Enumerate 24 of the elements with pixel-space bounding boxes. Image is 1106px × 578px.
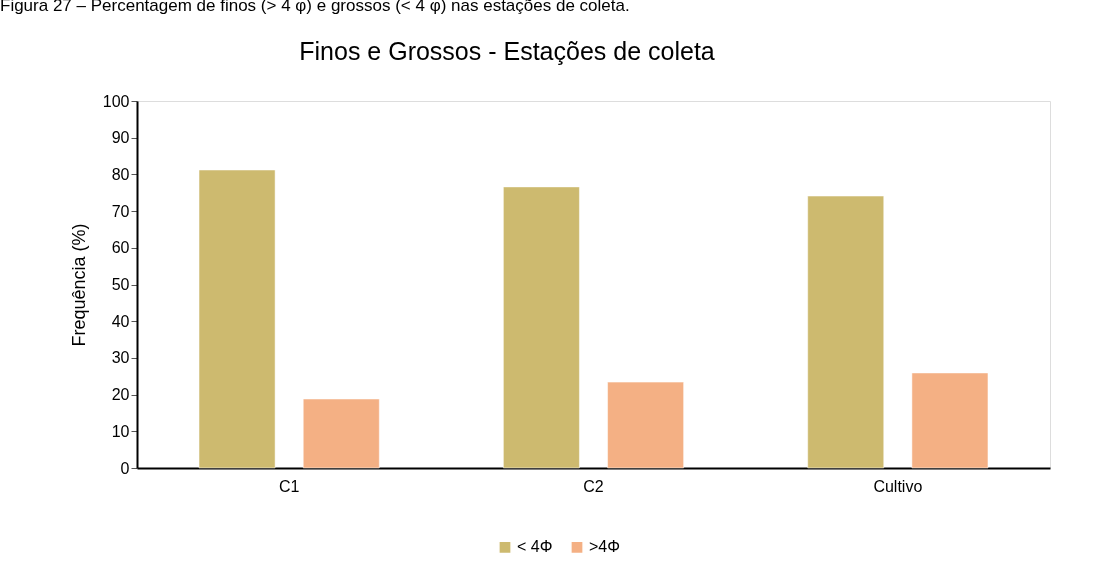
chart-title: Finos e Grossos - Estações de coleta (299, 37, 715, 65)
y-tick-label: 90 (111, 129, 130, 147)
y-tick-label: 40 (111, 312, 130, 330)
bar (302, 398, 380, 469)
y-tick-label: 100 (102, 92, 130, 110)
x-tick-label: C2 (583, 477, 604, 495)
x-tick-label: Cultivo (873, 477, 923, 495)
bar (503, 186, 580, 469)
y-axis-title: Frequência (%) (68, 223, 89, 347)
y-tick-label: 0 (120, 459, 130, 477)
legend-label: >4Φ (589, 538, 621, 556)
legend-label: < 4Φ (517, 538, 553, 556)
x-tick-label: C1 (278, 477, 300, 495)
y-tick-label: 60 (111, 239, 130, 257)
bar (807, 195, 885, 469)
y-tick-label: 10 (111, 422, 130, 440)
bar (198, 169, 276, 469)
y-tick-label: 50 (111, 276, 130, 293)
y-tick-label: 30 (111, 349, 130, 367)
bar (607, 381, 684, 469)
y-tick-label: 80 (111, 165, 130, 183)
y-tick-label: 70 (111, 202, 130, 220)
bar (911, 372, 989, 469)
y-tick-label: 20 (111, 386, 130, 404)
